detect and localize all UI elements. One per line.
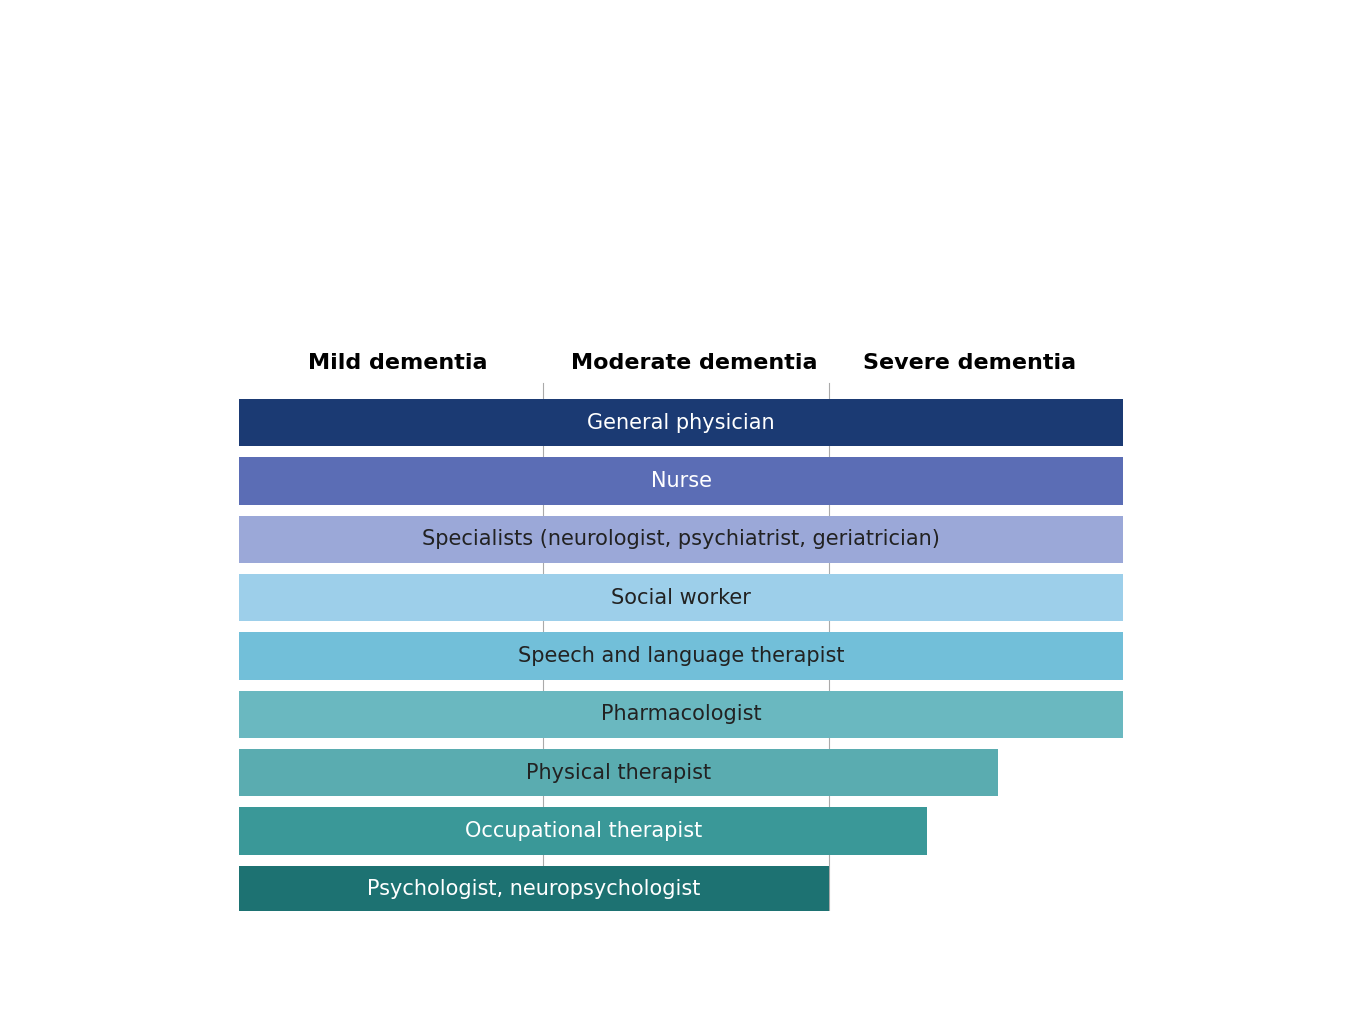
- Text: Speech and language therapist: Speech and language therapist: [517, 646, 845, 666]
- FancyBboxPatch shape: [239, 865, 829, 913]
- Text: Social worker: Social worker: [612, 588, 751, 607]
- Text: Moderate dementia: Moderate dementia: [571, 353, 818, 374]
- Text: Mild dementia: Mild dementia: [308, 353, 487, 374]
- FancyBboxPatch shape: [239, 749, 998, 797]
- FancyBboxPatch shape: [239, 515, 1122, 563]
- FancyBboxPatch shape: [239, 632, 1122, 680]
- Text: Physical therapist: Physical therapist: [526, 763, 711, 782]
- Text: Specialists (neurologist, psychiatrist, geriatrician): Specialists (neurologist, psychiatrist, …: [422, 529, 940, 549]
- Text: Severe dementia: Severe dementia: [863, 353, 1076, 374]
- FancyBboxPatch shape: [239, 457, 1122, 505]
- Text: General physician: General physician: [587, 413, 775, 432]
- FancyBboxPatch shape: [239, 573, 1122, 622]
- Text: Nurse: Nurse: [651, 471, 711, 490]
- FancyBboxPatch shape: [239, 690, 1122, 738]
- Text: Psychologist, neuropsychologist: Psychologist, neuropsychologist: [367, 880, 700, 899]
- FancyBboxPatch shape: [239, 399, 1122, 446]
- FancyBboxPatch shape: [239, 807, 927, 855]
- Text: Pharmacologist: Pharmacologist: [601, 705, 762, 724]
- Text: Occupational therapist: Occupational therapist: [464, 821, 702, 841]
